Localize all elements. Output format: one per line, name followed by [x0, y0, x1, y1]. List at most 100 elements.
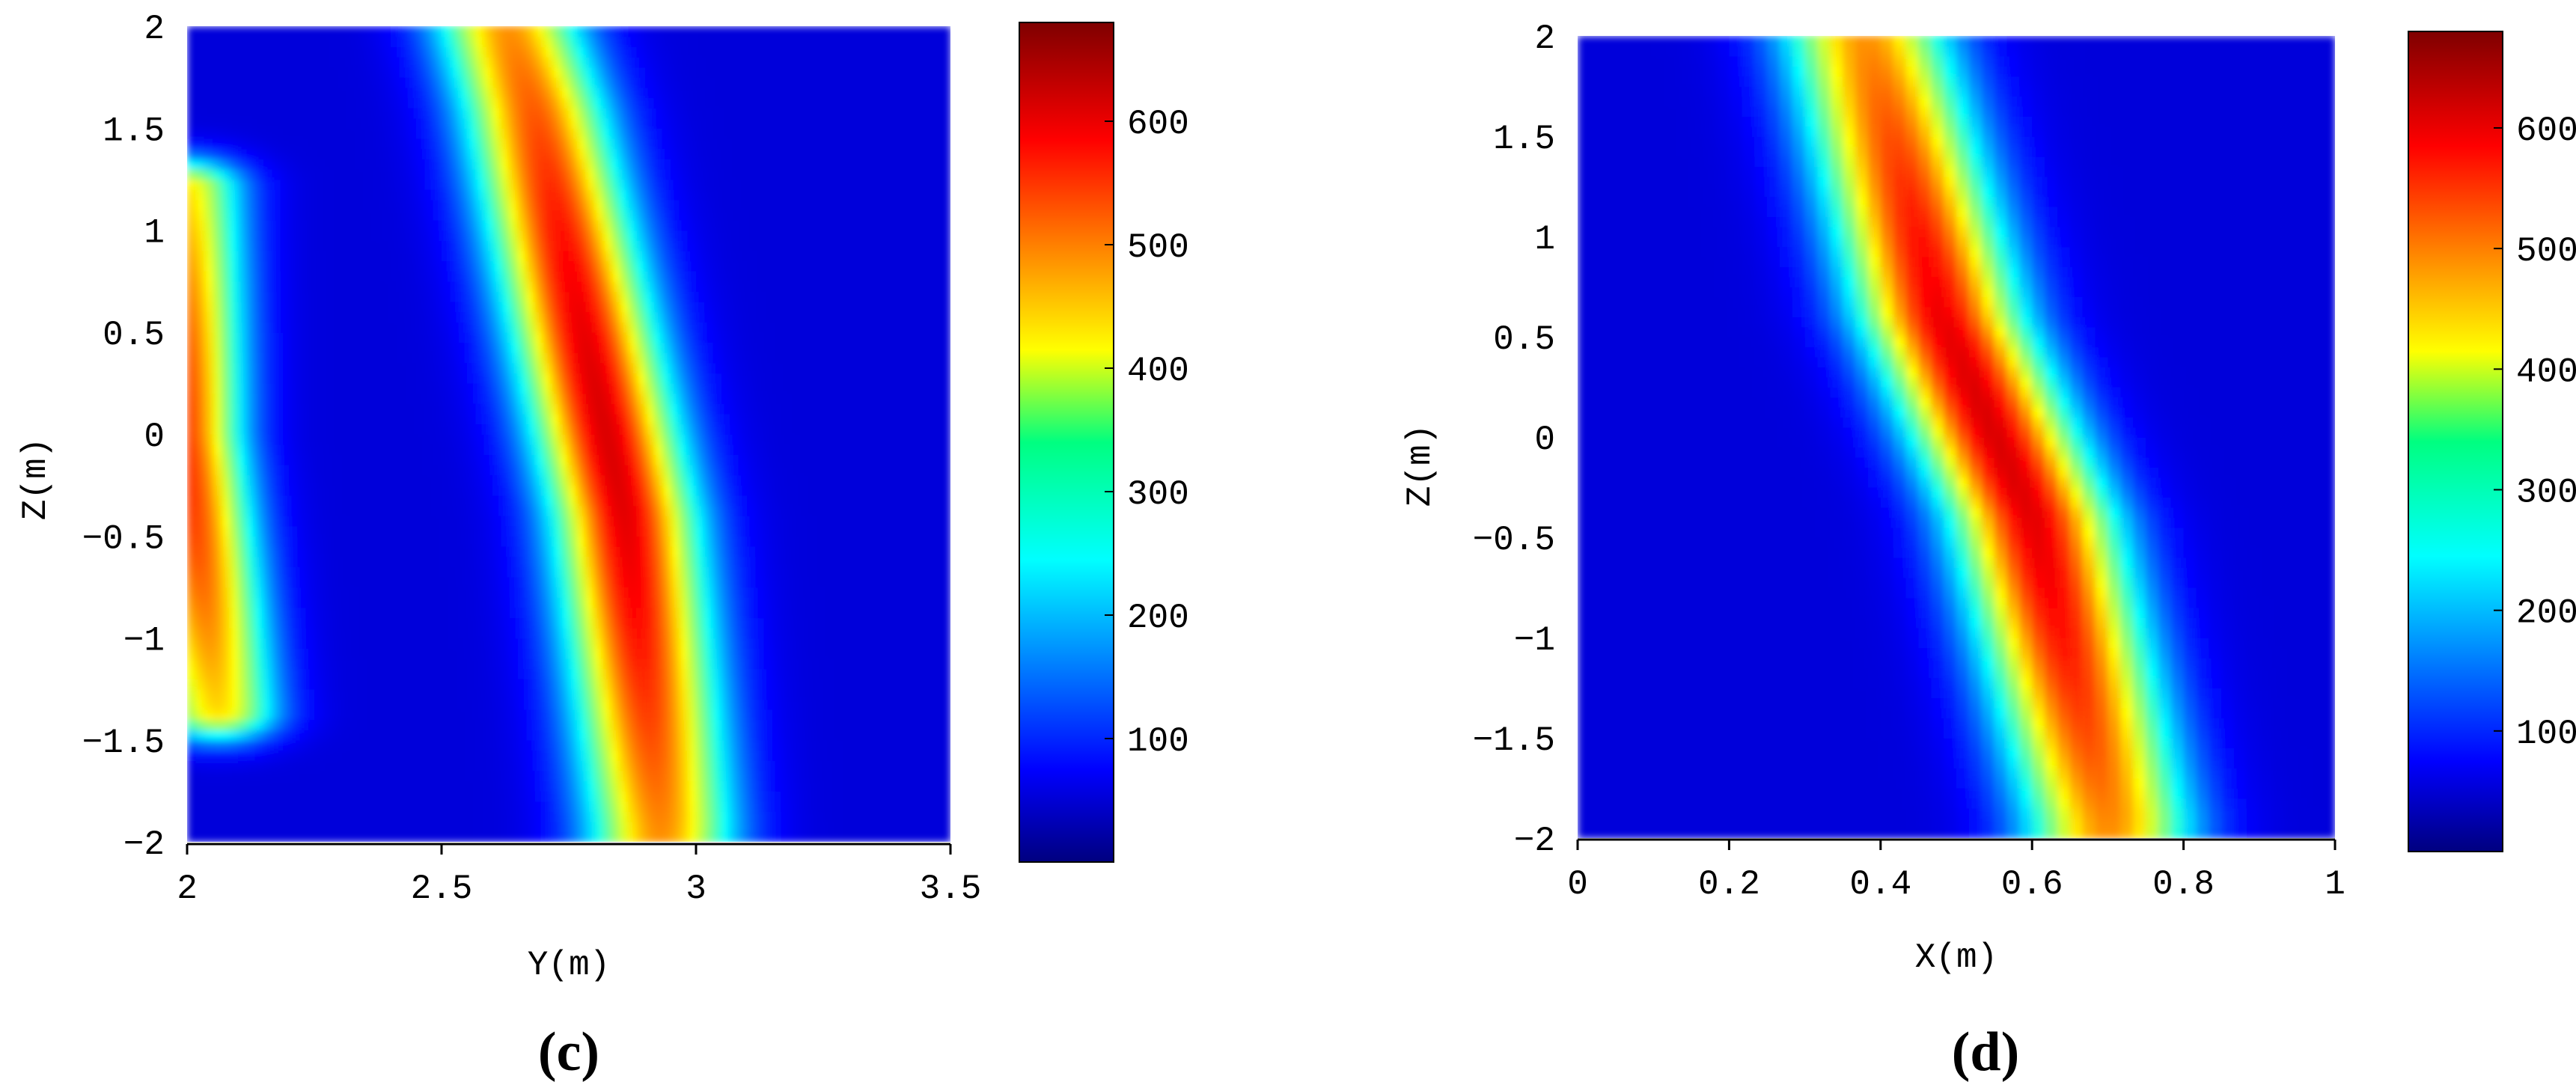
heatmap-cell: [636, 485, 646, 496]
heatmap-cell: [941, 821, 950, 833]
heatmap-cell: [280, 516, 290, 527]
heatmap-cell: [696, 648, 706, 659]
heatmap-cell: [382, 413, 391, 425]
heatmap-cell: [246, 485, 256, 496]
heatmap-cell: [755, 485, 765, 496]
heatmap-cell: [254, 362, 264, 374]
heatmap-cell: [891, 362, 900, 374]
heatmap-cell: [857, 699, 867, 710]
heatmap-cell: [382, 352, 391, 364]
heatmap-cell: [356, 485, 366, 496]
heatmap-cell: [204, 444, 213, 456]
heatmap-cell: [823, 730, 833, 741]
heatmap-cell: [365, 587, 375, 598]
heatmap-cell: [602, 627, 612, 639]
heatmap-cell: [442, 373, 451, 384]
heatmap-cell: [195, 444, 205, 456]
heatmap-cell: [585, 770, 595, 782]
heatmap-cell: [314, 556, 324, 567]
heatmap-cell: [662, 556, 671, 567]
heatmap-cell: [356, 831, 366, 842]
heatmap-cell: [645, 434, 655, 445]
heatmap-cell: [458, 627, 468, 639]
heatmap-cell: [373, 790, 383, 802]
heatmap-cell: [458, 576, 468, 588]
heatmap-cell: [365, 770, 375, 782]
heatmap-cell: [831, 627, 841, 639]
heatmap-cell: [594, 301, 604, 313]
heatmap-cell: [297, 525, 307, 537]
heatmap-cell: [569, 780, 579, 792]
heatmap-cell: [399, 668, 409, 679]
heatmap-cell: [526, 760, 536, 771]
heatmap-cell: [552, 382, 561, 394]
heatmap-cell: [560, 679, 570, 690]
heatmap-cell: [653, 811, 663, 822]
heatmap-cell: [577, 281, 587, 293]
heatmap-cell: [814, 739, 824, 751]
heatmap-cell: [662, 454, 671, 465]
heatmap-cell: [831, 393, 841, 404]
heatmap-cell: [501, 617, 510, 629]
heatmap-cell: [382, 658, 391, 670]
heatmap-cell: [442, 801, 451, 812]
heatmap-cell: [416, 352, 426, 364]
heatmap-cell: [823, 342, 833, 353]
heatmap-cell: [552, 556, 561, 567]
heatmap-cell: [865, 648, 875, 659]
heatmap-cell: [755, 831, 765, 842]
heatmap-cell: [653, 760, 663, 771]
heatmap-cell: [602, 485, 612, 496]
heatmap-cell: [933, 536, 943, 547]
heatmap-cell: [755, 790, 765, 802]
heatmap-cell: [594, 516, 604, 527]
heatmap-cell: [382, 382, 391, 394]
heatmap-cell: [620, 780, 629, 792]
heatmap-cell: [263, 536, 273, 547]
heatmap-cell: [569, 658, 579, 670]
heatmap-cell: [229, 648, 239, 659]
heatmap-cell: [254, 597, 264, 608]
heatmap-cell: [620, 730, 629, 741]
heatmap-cell: [569, 750, 579, 761]
heatmap-cell: [721, 311, 731, 323]
heatmap-cell: [204, 342, 213, 353]
heatmap-cell: [772, 709, 782, 721]
heatmap-cell: [204, 821, 213, 833]
heatmap-cell: [340, 495, 350, 507]
heatmap-cell: [382, 760, 391, 771]
heatmap-cell: [577, 271, 587, 282]
heatmap-cell: [569, 301, 579, 313]
heatmap-cell: [433, 485, 442, 496]
heatmap-cell: [653, 627, 663, 639]
heatmap-cell: [882, 719, 892, 730]
heatmap-cell: [849, 576, 858, 588]
heatmap-cell: [229, 373, 239, 384]
heatmap-cell: [908, 444, 918, 456]
heatmap-cell: [620, 719, 629, 730]
heatmap-cell: [840, 648, 849, 659]
heatmap-cell: [391, 688, 400, 700]
heatmap-cell: [305, 790, 315, 802]
heatmap-cell: [509, 730, 519, 741]
heatmap-cell: [679, 382, 689, 394]
heatmap-cell: [925, 688, 935, 700]
heatmap-cell: [814, 566, 824, 578]
heatmap-cell: [925, 719, 935, 730]
heatmap-cell: [908, 352, 918, 364]
heatmap-cell: [518, 617, 528, 629]
heatmap-cell: [687, 801, 697, 812]
heatmap-cell: [305, 322, 315, 333]
heatmap-cell: [280, 505, 290, 516]
heatmap-cell: [534, 331, 544, 343]
heatmap-cell: [442, 464, 451, 476]
heatmap-cell: [467, 373, 477, 384]
heatmap-cell: [941, 291, 950, 302]
heatmap-cell: [730, 382, 739, 394]
heatmap-cell: [814, 617, 824, 629]
heatmap-cell: [857, 576, 867, 588]
heatmap-cell: [798, 668, 808, 679]
heatmap-cell: [204, 617, 213, 629]
heatmap-cell: [900, 709, 909, 721]
heatmap-cell: [314, 607, 324, 619]
